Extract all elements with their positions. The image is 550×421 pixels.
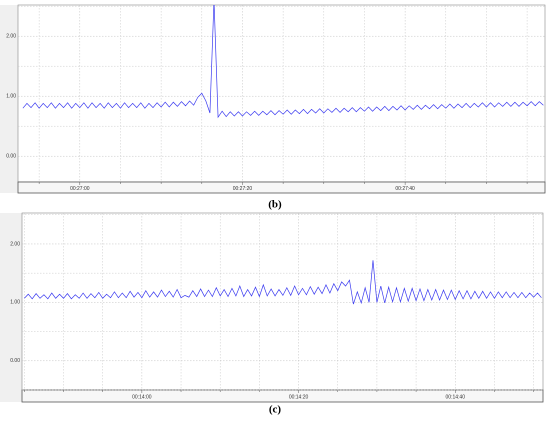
- signal-line: [22, 5, 544, 119]
- plot-area: [17, 4, 546, 183]
- x-tick-label: 00:14:40: [446, 394, 466, 400]
- y-tick-label: 1.00: [6, 94, 16, 100]
- y-tick-label: 0.00: [10, 358, 20, 364]
- x-tick-label: 00:27:20: [233, 186, 253, 192]
- y-tick-label: 2.00: [10, 241, 20, 247]
- x-tick-label: 00:14:00: [132, 394, 152, 400]
- y-axis-strip: [0, 213, 22, 402]
- x-tick-label: 00:14:20: [289, 394, 309, 400]
- y-axis-strip: [0, 5, 18, 193]
- x-tick-label: 00:27:40: [395, 186, 415, 192]
- panel-label: (c): [269, 404, 282, 416]
- y-tick-label: 2.00: [6, 34, 16, 40]
- x-axis-strip: [21, 389, 544, 403]
- signal-line: [24, 260, 542, 305]
- x-axis-strip: [17, 181, 546, 194]
- x-tick-label: 00:27:00: [70, 186, 90, 192]
- panel-label: (b): [268, 199, 282, 211]
- plot-area: [21, 212, 544, 391]
- y-tick-label: 0.00: [6, 154, 16, 160]
- y-tick-label: 1.00: [10, 300, 20, 306]
